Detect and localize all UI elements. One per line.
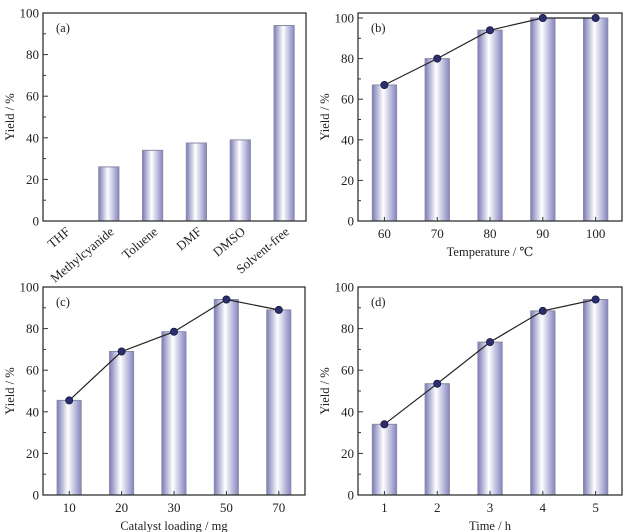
y-tick-label: 40 bbox=[26, 404, 39, 419]
bar-c-3 bbox=[213, 299, 239, 496]
x-tick-label: 2 bbox=[434, 500, 441, 515]
y-tick-label: 80 bbox=[341, 321, 354, 336]
data-point-b-1 bbox=[433, 54, 442, 63]
y-tick-label: 100 bbox=[20, 280, 40, 295]
data-point-b-0 bbox=[380, 81, 389, 90]
bar-d-0 bbox=[371, 423, 398, 496]
data-point-d-0 bbox=[380, 420, 389, 429]
y-tick-label: 20 bbox=[26, 446, 39, 461]
x-tick-label: DMF bbox=[173, 224, 204, 254]
x-tick-label: THF bbox=[44, 224, 72, 251]
y-tick-label: 80 bbox=[26, 47, 39, 62]
y-tick-label: 80 bbox=[341, 51, 354, 66]
bar-c-2 bbox=[161, 331, 187, 496]
y-tick-label: 60 bbox=[341, 363, 354, 378]
x-tick-label: 10 bbox=[63, 500, 76, 515]
panel-label: (a) bbox=[56, 21, 70, 35]
y-tick-label: 20 bbox=[341, 446, 354, 461]
y-tick-label: 40 bbox=[341, 132, 354, 147]
y-tick-label: 40 bbox=[26, 130, 39, 145]
y-tick-label: 100 bbox=[335, 11, 355, 26]
y-tick-label: 20 bbox=[341, 173, 354, 188]
x-tick-label: 90 bbox=[536, 226, 549, 241]
x-tick-label: 20 bbox=[115, 500, 128, 515]
data-point-c-4 bbox=[274, 305, 283, 314]
x-tick-label: 60 bbox=[378, 226, 391, 241]
y-tick-label: 60 bbox=[341, 92, 354, 107]
bar-b-4 bbox=[583, 17, 609, 222]
y-tick-label: 100 bbox=[335, 280, 355, 295]
bar-d-2 bbox=[477, 341, 503, 496]
x-tick-label: 1 bbox=[381, 500, 388, 515]
y-tick-label: 0 bbox=[348, 214, 355, 229]
bar-c-1 bbox=[109, 351, 135, 496]
bar-a-1 bbox=[98, 166, 120, 222]
bar-a-4 bbox=[229, 139, 251, 222]
data-point-d-4 bbox=[591, 295, 600, 304]
bar-a-2 bbox=[142, 149, 164, 222]
bar-b-2 bbox=[477, 29, 503, 222]
x-axis-title: Catalyst loading / mg bbox=[120, 519, 228, 532]
x-tick-label: 70 bbox=[272, 500, 285, 515]
bar-b-3 bbox=[530, 17, 556, 222]
x-tick-label: 80 bbox=[484, 226, 497, 241]
y-tick-label: 20 bbox=[26, 172, 39, 187]
data-point-c-3 bbox=[222, 295, 231, 304]
bar-b-0 bbox=[371, 84, 398, 222]
x-tick-label: 50 bbox=[220, 500, 233, 515]
bar-c-4 bbox=[266, 309, 292, 496]
y-axis-title: Yield / % bbox=[318, 367, 332, 414]
chart-panel-c: 0 20 40 60 80 100 10 20 30 50 70 Catalyst loading /… bbox=[3, 280, 306, 532]
x-tick-label: 5 bbox=[592, 500, 599, 515]
x-tick-label: 70 bbox=[431, 226, 444, 241]
x-tick-label: DMSO bbox=[210, 224, 248, 260]
y-tick-label: 0 bbox=[33, 214, 40, 229]
bar-a-3 bbox=[185, 142, 208, 222]
x-axis-title: Time / h bbox=[469, 519, 512, 532]
y-tick-label: 0 bbox=[33, 488, 40, 503]
data-point-d-3 bbox=[538, 306, 547, 315]
panel-label: (c) bbox=[56, 295, 70, 309]
x-tick-label: 4 bbox=[540, 500, 547, 515]
bar-b-1 bbox=[424, 58, 450, 222]
data-point-c-2 bbox=[169, 327, 178, 336]
bar-d-4 bbox=[583, 299, 609, 496]
bar-c-0 bbox=[56, 399, 82, 496]
y-axis-title: Yield / % bbox=[3, 367, 17, 414]
y-tick-label: 100 bbox=[20, 6, 40, 21]
x-axis-title: Temperature / ℃ bbox=[447, 245, 534, 259]
data-point-d-1 bbox=[433, 379, 442, 388]
data-point-b-4 bbox=[591, 13, 600, 22]
x-tick-label: 30 bbox=[168, 500, 181, 515]
data-point-b-2 bbox=[485, 26, 494, 35]
y-tick-label: 60 bbox=[26, 89, 39, 104]
data-point-d-2 bbox=[485, 338, 494, 347]
x-tick-label: 3 bbox=[487, 500, 494, 515]
data-point-c-1 bbox=[117, 347, 126, 356]
x-tick-label: Toluene bbox=[119, 224, 161, 262]
data-point-b-3 bbox=[538, 13, 547, 22]
y-tick-label: 0 bbox=[348, 488, 355, 503]
panel-label: (d) bbox=[371, 295, 386, 309]
bar-d-1 bbox=[424, 383, 450, 496]
y-axis-title: Yield / % bbox=[318, 93, 332, 140]
plot-frame-a bbox=[42, 12, 307, 222]
y-tick-label: 60 bbox=[26, 363, 39, 378]
chart-panel-b: 0 20 40 60 80 100 60 70 80 90 100 Temperature / ℃ Yi… bbox=[318, 11, 623, 259]
y-tick-label: 80 bbox=[26, 321, 39, 336]
chart-panel-d: 0 20 40 60 80 100 1 2 3 4 5 Time / h Yield / % (d) bbox=[318, 280, 623, 532]
y-tick-label: 40 bbox=[341, 404, 354, 419]
data-point-c-0 bbox=[65, 396, 74, 405]
bar-a-5 bbox=[273, 25, 295, 222]
panel-label: (b) bbox=[371, 21, 386, 35]
x-tick-label: 100 bbox=[586, 226, 606, 241]
y-axis-title: Yield / % bbox=[3, 93, 17, 140]
bar-d-3 bbox=[530, 310, 556, 496]
